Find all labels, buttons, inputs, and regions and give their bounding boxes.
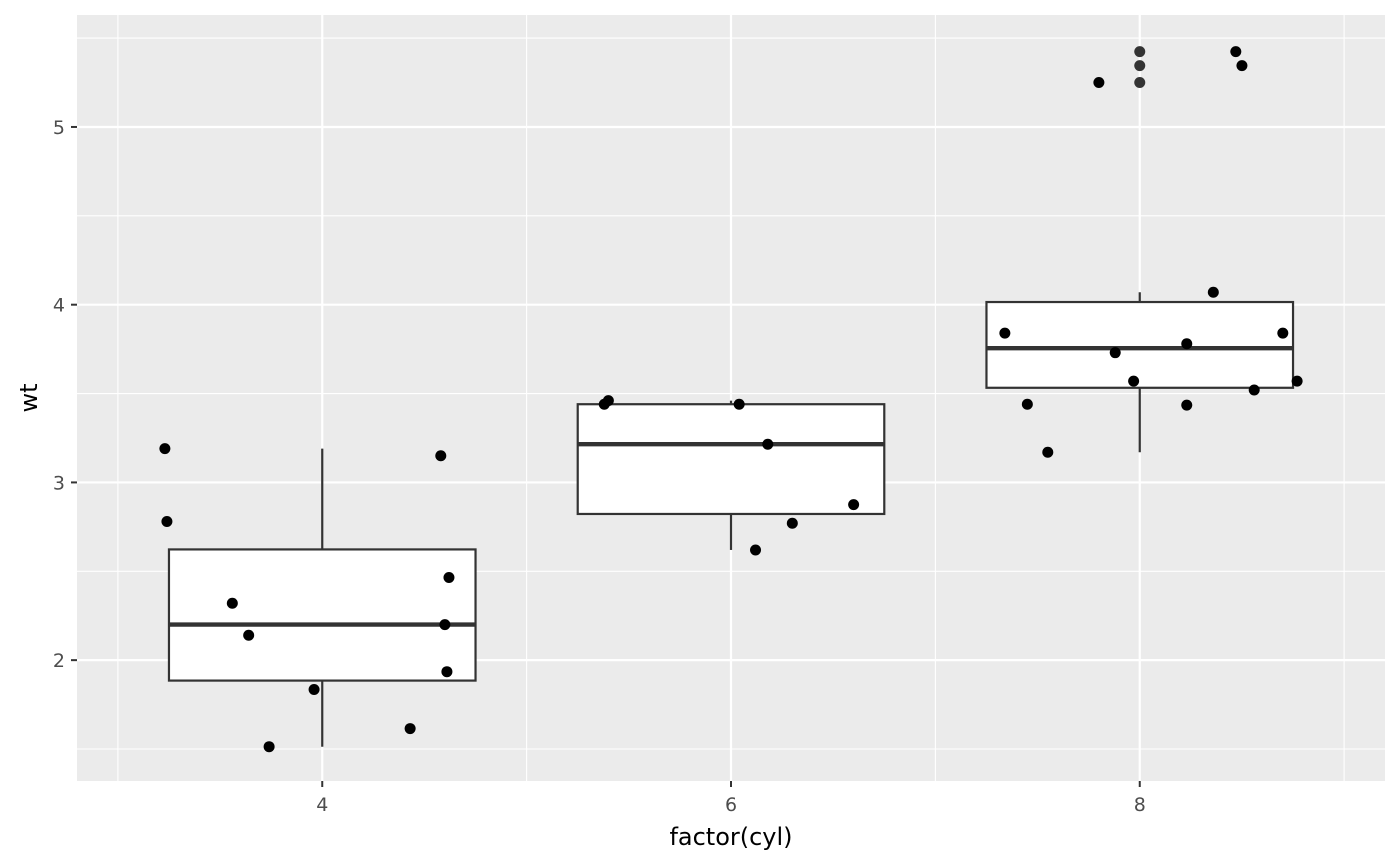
box-iqr — [576, 403, 886, 516]
jitter-point — [1093, 77, 1105, 89]
y-axis: 2 3 4 5 — [53, 117, 77, 672]
box-iqr — [985, 300, 1295, 389]
jitter-point — [443, 572, 455, 584]
outlier-point — [1134, 46, 1146, 58]
jitter-point — [161, 516, 173, 528]
jitter-point — [435, 450, 447, 462]
boxplot-group — [576, 400, 886, 550]
jitter-point — [1128, 375, 1140, 387]
jitter-point — [263, 741, 275, 753]
jitter-point — [786, 517, 798, 529]
y-tick-label: 2 — [53, 650, 65, 672]
jitter-point — [226, 597, 238, 609]
y-tick-label: 4 — [53, 295, 65, 317]
jitter-point — [1277, 327, 1289, 339]
y-tick-label: 5 — [53, 117, 65, 139]
box-iqr — [167, 548, 477, 682]
jitter-point — [308, 683, 320, 695]
boxplots — [167, 46, 1295, 747]
jitter-point — [750, 544, 762, 556]
jitter-point — [602, 395, 614, 407]
outlier-point — [1134, 77, 1146, 89]
jitter-point — [441, 666, 453, 678]
jitter-point — [1181, 338, 1193, 350]
jitter-point — [404, 723, 416, 735]
jitter-point — [1230, 46, 1242, 58]
x-axis: 4 6 8 — [316, 781, 1146, 816]
jitter-point — [439, 619, 451, 631]
jitter-point — [848, 499, 860, 511]
x-tick-label: 6 — [725, 794, 737, 816]
jitter-point — [1181, 399, 1193, 411]
jitter-point — [999, 327, 1011, 339]
jitter-point — [1021, 398, 1033, 410]
data-points — [159, 46, 1303, 753]
jitter-point — [762, 438, 774, 450]
jitter-point — [1109, 347, 1121, 359]
boxplot-group — [985, 46, 1295, 453]
jitter-point — [1042, 446, 1054, 458]
jitter-point — [1207, 286, 1219, 298]
jitter-point — [243, 629, 255, 641]
y-axis-title: wt — [15, 383, 43, 412]
jitter-point — [1236, 60, 1248, 72]
boxplot-group — [167, 448, 477, 747]
jitter-point — [159, 443, 171, 455]
x-axis-title: factor(cyl) — [669, 823, 792, 851]
outlier-point — [1134, 60, 1146, 72]
jitter-point — [1291, 375, 1303, 387]
y-tick-label: 3 — [53, 472, 65, 494]
jitter-point — [1248, 384, 1260, 396]
x-tick-label: 8 — [1134, 794, 1146, 816]
jitter-point — [733, 398, 745, 410]
x-tick-label: 4 — [316, 794, 328, 816]
